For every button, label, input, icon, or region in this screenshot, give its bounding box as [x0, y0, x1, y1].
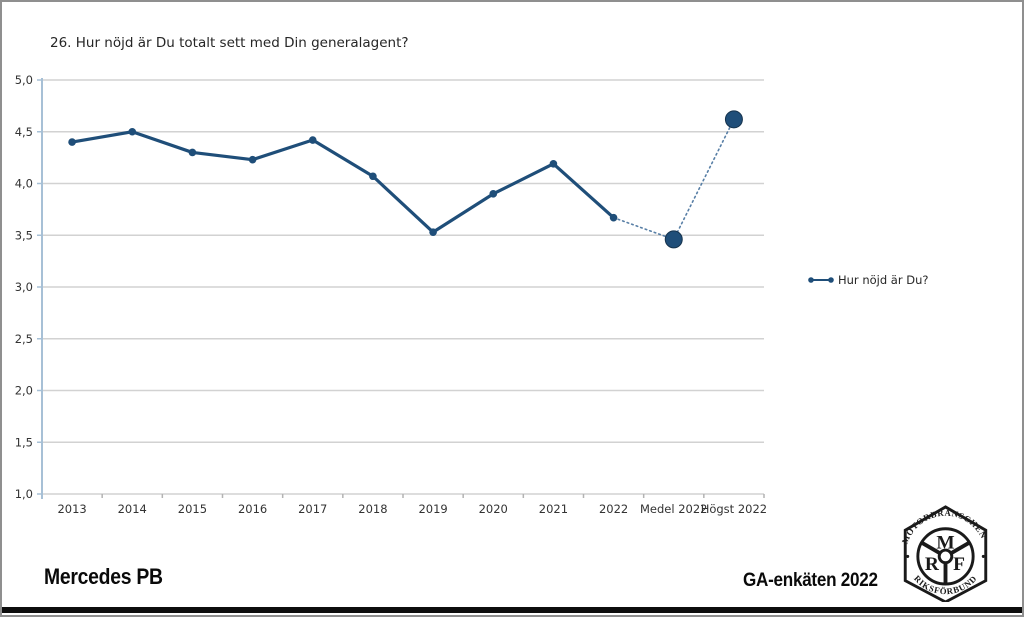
y-tick-label: 4,0: [15, 177, 33, 191]
x-tick-label: 2018: [358, 502, 387, 516]
y-tick-label: 1,5: [15, 435, 33, 449]
svg-text:F: F: [953, 554, 965, 575]
y-tick-label: 5,0: [15, 73, 33, 87]
x-tick-label: 2022: [599, 502, 628, 516]
x-tick-label: Medel 2022: [640, 502, 708, 516]
survey-label: GA-enkäten 2022: [743, 570, 878, 591]
logo-wheel-spokes: [920, 541, 971, 585]
x-tick-label: 2015: [178, 502, 207, 516]
y-tick-label: 1,0: [15, 487, 33, 501]
x-tick-label: Högst 2022: [701, 502, 767, 516]
y-tick-label: 2,0: [15, 384, 33, 398]
legend-label: Hur nöjd är Du?: [838, 273, 929, 287]
data-point-marker: [549, 160, 558, 168]
footer-divider-bar: [2, 607, 1022, 613]
x-tick-label: 2021: [539, 502, 568, 516]
logo-separator-dot: [981, 554, 985, 558]
data-point-marker: [609, 213, 618, 222]
y-tick-label: 3,0: [15, 280, 33, 294]
data-point-marker: [68, 138, 76, 146]
svg-text:M: M: [936, 533, 954, 554]
data-point-marker: [128, 127, 137, 136]
x-tick-label: 2020: [479, 502, 508, 516]
dotted-connector-line: [612, 118, 735, 241]
satisfaction-line-chart: 1,0 1,5 2,0 2,5 3,0 3,5 4,0 4,5 5,0 2013 2014 2015 2…: [15, 73, 767, 516]
logo-hexagon: [903, 505, 988, 602]
data-point-marker: [308, 136, 317, 144]
chart-title: 26. Hur nöjd är Du totalt sett med Din g…: [50, 35, 409, 51]
data-point-marker: [489, 190, 498, 198]
series-line: [70, 130, 616, 234]
data-point-marker: [429, 228, 437, 236]
x-tick-label: 2016: [238, 502, 267, 516]
y-tick-label: 3,5: [15, 228, 33, 242]
data-point-marker: [188, 148, 197, 157]
data-point-marker: [248, 155, 257, 164]
y-tick-label: 4,5: [15, 125, 33, 139]
data-point-marker: [369, 172, 377, 181]
legend-line-marker-icon: [808, 277, 834, 283]
brand-label: Mercedes PB: [44, 564, 163, 589]
logo-letters: M R F: [925, 533, 965, 575]
svg-text:R: R: [925, 554, 940, 575]
mrf-logo: M R F MOTORBRANSCHENS RIKSFÖRBUND: [897, 505, 988, 602]
x-tick-label: 2019: [418, 502, 447, 516]
y-tick-label: 2,5: [15, 332, 33, 346]
x-tick-label: 2017: [298, 502, 327, 516]
x-tick-label: 2014: [118, 502, 147, 516]
legend: Hur nöjd är Du?: [806, 273, 928, 287]
summary-point-marker: [724, 110, 743, 129]
summary-point-marker: [664, 230, 683, 249]
x-tick-label: 2013: [57, 502, 86, 516]
logo-separator-dot: [906, 554, 910, 558]
